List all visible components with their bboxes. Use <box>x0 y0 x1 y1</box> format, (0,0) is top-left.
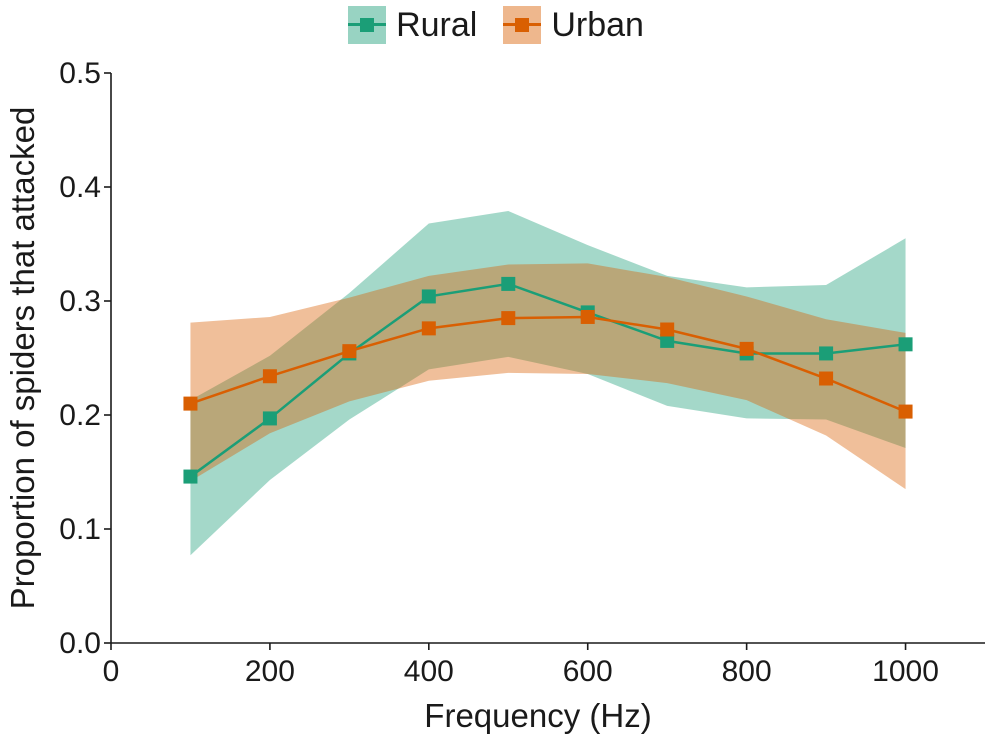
data-point-urban <box>580 309 595 324</box>
legend-item-rural: Rural <box>348 6 477 44</box>
data-point-urban <box>739 341 754 356</box>
data-point-rural <box>898 337 913 352</box>
y-tick-label: 0.1 <box>59 513 101 546</box>
y-tick-label: 0.2 <box>59 399 101 432</box>
y-tick-label: 0.0 <box>59 627 101 660</box>
series-line-rural <box>189 282 906 478</box>
data-point-urban <box>262 369 277 384</box>
series-line-urban <box>190 315 907 413</box>
data-point-rural <box>421 289 436 304</box>
data-point-urban <box>183 396 198 411</box>
ci-band-urban <box>190 263 906 490</box>
legend-item-urban: Urban <box>503 6 644 44</box>
legend-label-rural: Rural <box>396 6 478 44</box>
data-point-rural <box>501 276 516 291</box>
y-tick-label: 0.4 <box>59 171 101 204</box>
data-point-rural <box>819 346 834 361</box>
data-point-urban <box>501 311 516 326</box>
x-tick-label: 200 <box>245 655 295 688</box>
legend: Rural Urban <box>0 6 992 44</box>
legend-key-urban <box>503 6 542 44</box>
data-point-urban <box>342 344 357 359</box>
y-tick-label: 0.5 <box>59 57 101 90</box>
x-tick-label: 400 <box>404 655 454 688</box>
x-tick-label: 800 <box>722 655 772 688</box>
legend-key-rural <box>348 6 387 44</box>
y-tick-label: 0.3 <box>59 285 101 318</box>
data-point-rural <box>262 411 277 426</box>
ci-band-rural <box>190 210 906 556</box>
data-point-rural <box>660 333 675 348</box>
data-point-rural <box>183 469 198 484</box>
data-point-urban <box>421 321 436 336</box>
y-axis-title: Proportion of spiders that attacked <box>4 107 41 610</box>
legend-label-urban: Urban <box>551 6 644 44</box>
x-tick-label: 600 <box>563 655 613 688</box>
data-point-urban <box>898 404 913 419</box>
x-axis-title: Frequency (Hz) <box>424 697 651 734</box>
x-tick-label: 0 <box>103 655 120 688</box>
data-point-urban <box>819 371 834 386</box>
x-tick-label: 1000 <box>872 655 939 688</box>
data-point-urban <box>660 322 675 337</box>
